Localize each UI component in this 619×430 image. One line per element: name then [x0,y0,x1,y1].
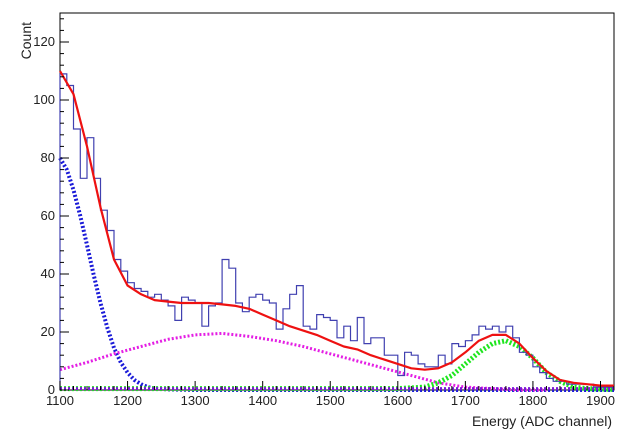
x-axis-title: Energy (ADC channel) [472,413,612,429]
magenta-component-curve [59,331,547,392]
y-tick-label: 60 [41,208,55,223]
y-tick-label: 120 [33,34,55,49]
axis-layer: 1100 1200 1300 1400 1500 1600 1700 1800 1900 0 20 4… [33,18,615,408]
x-tick-label: 1500 [316,393,345,408]
y-tick-label: 40 [41,266,55,281]
y-tick-label: 0 [48,382,55,397]
x-tick-label: 1900 [586,393,615,408]
y-tick-label: 100 [33,92,55,107]
fit-layer [59,70,614,387]
x-tick-label: 1700 [451,393,480,408]
histogram-layer [59,73,614,390]
histogram-outline [59,73,614,390]
total-fit-curve [59,70,614,387]
x-tick-label: 1400 [248,393,277,408]
x-tick-label: 1800 [518,393,547,408]
y-tick-label: 80 [41,150,55,165]
y-axis-title: Count [18,22,34,59]
green-component-curve [60,338,615,392]
x-tick-label: 1300 [181,393,210,408]
x-tick-label: 1600 [383,393,412,408]
y-tick-label: 20 [41,324,55,339]
x-tick-label: 1200 [113,393,142,408]
x-tick-label: 1100 [46,393,74,408]
